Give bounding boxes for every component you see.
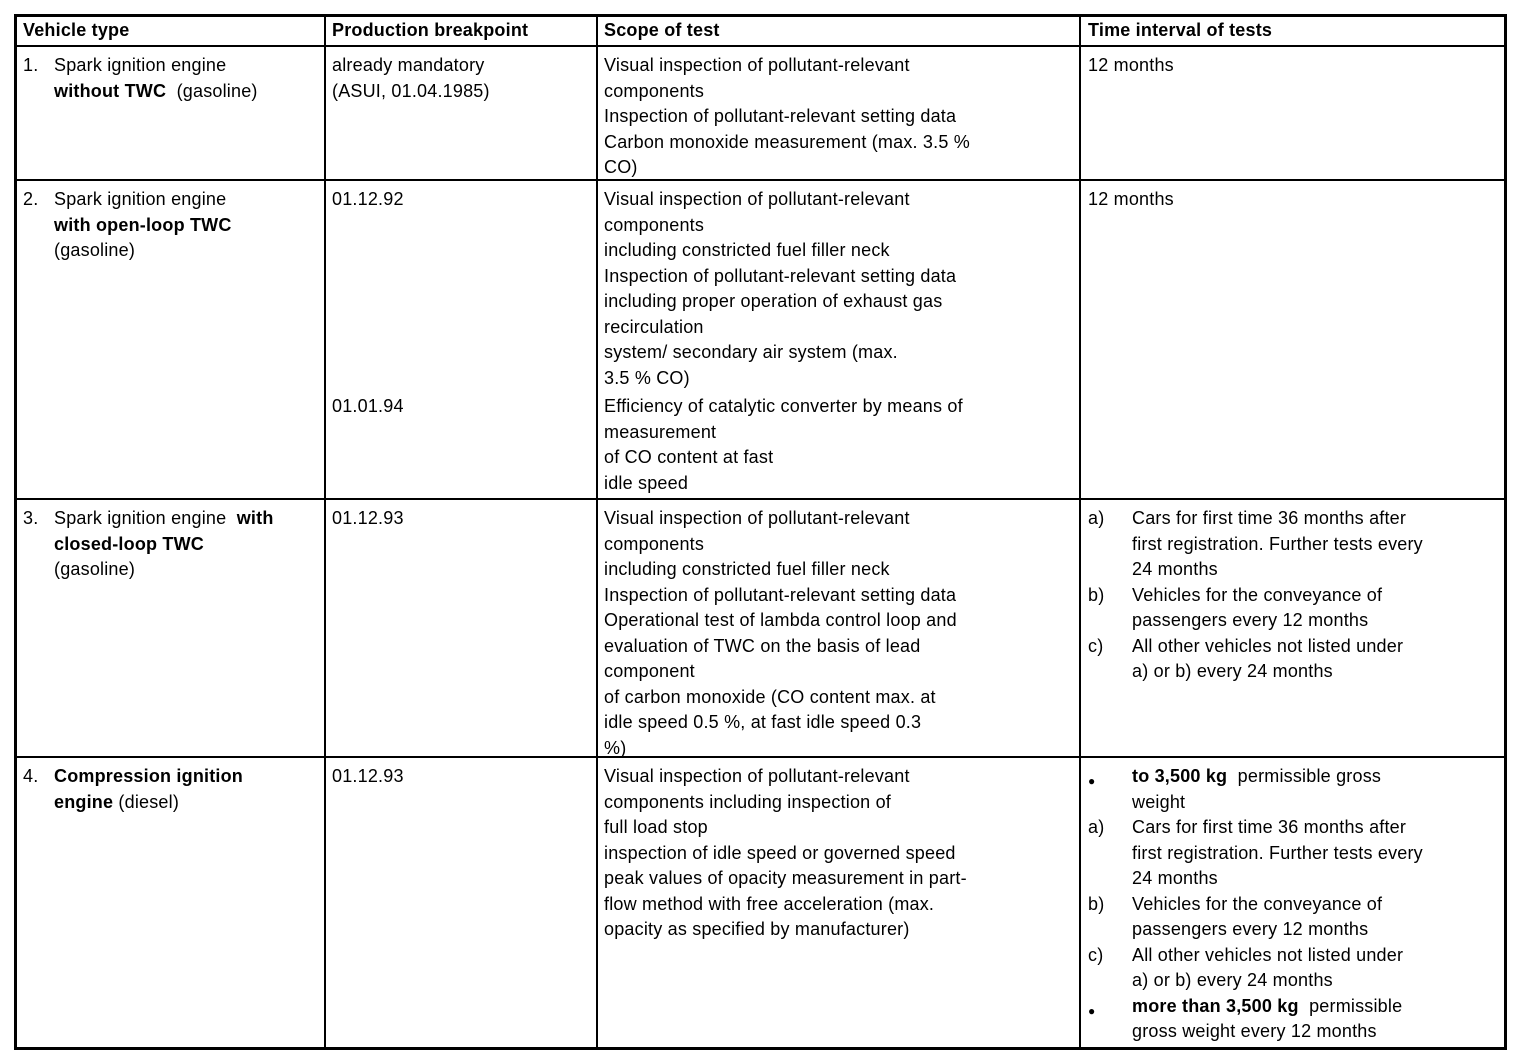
interval-item-text: Vehicles for the conveyance of passenger… — [1132, 584, 1383, 631]
vehicle-type-suffix: (diesel) — [113, 791, 180, 812]
time-interval-text: 12 months — [1088, 189, 1174, 209]
interval-list-item: a) Cars for first time 36 months after fi… — [1088, 506, 1498, 583]
list-marker: b) — [1088, 584, 1105, 605]
cell-production-breakpoint: already mandatory (ASUI, 01.04.1985) — [324, 47, 596, 179]
interval-list-item: c) All other vehicles not listed under a)… — [1088, 943, 1498, 994]
interval-list-item: b) Vehicles for the conveyance of passeng… — [1088, 892, 1498, 943]
table-row-1: 1. Spark ignition engine without TWC (ga… — [17, 45, 1504, 179]
cell-vehicle-type: 1. Spark ignition engine without TWC (ga… — [17, 47, 324, 179]
vehicle-type-text: Spark ignition engine with closed-loop T… — [54, 506, 318, 583]
interval-item-text: to 3,500 kg permissible gross weight — [1132, 766, 1382, 812]
interval-list-item: ● to 3,500 kg permissible gross weight — [1088, 764, 1498, 815]
cell-vehicle-type: 4. Compression ignition engine (diesel) — [17, 758, 324, 1047]
vehicle-type-normal: Spark ignition engine — [54, 55, 227, 75]
header-time-interval-of-tests: Time interval of tests — [1079, 17, 1504, 45]
table-header-row: Vehicle type Production breakpoint Scope… — [17, 17, 1504, 45]
cell-production-breakpoint: 01.12.92 01.01.94 — [324, 181, 596, 498]
cell-time-interval: 12 months — [1079, 47, 1504, 179]
row-number: 2. — [23, 189, 39, 209]
vehicle-type-bold: with open-loop TWC — [54, 214, 232, 235]
interval-item-text: All other vehicles not listed under a) o… — [1132, 635, 1404, 682]
cell-vehicle-type: 3. Spark ignition engine with closed-loo… — [17, 500, 324, 756]
row-number: 3. — [23, 508, 39, 528]
vehicle-type-suffix: (gasoline) — [54, 240, 136, 260]
vehicle-type-bold: Compression ignition engine — [54, 766, 244, 812]
scope-of-test-text: Visual inspection of pollutant-relevant … — [604, 189, 957, 388]
interval-item-bold: more than 3,500 kg — [1132, 995, 1299, 1016]
vehicle-type-normal: Spark ignition engine — [54, 189, 227, 209]
vehicle-type-suffix: (gasoline) — [54, 559, 136, 579]
row-number: 4. — [23, 766, 39, 786]
production-breakpoint-text-2: 01.01.94 — [332, 395, 404, 416]
interval-list-item: c) All other vehicles not listed under a)… — [1088, 634, 1498, 685]
vehicle-type-bold: without TWC — [54, 80, 167, 101]
vehicle-emission-test-table: Vehicle type Production breakpoint Scope… — [14, 14, 1507, 1050]
cell-scope-of-test: Visual inspection of pollutant-relevant … — [596, 500, 1079, 756]
table-row-4: 4. Compression ignition engine (diesel) … — [17, 756, 1504, 1047]
header-vehicle-type: Vehicle type — [23, 20, 130, 40]
bullet-icon: ● — [1088, 774, 1096, 788]
table-row-2: 2. Spark ignition engine with open-loop … — [17, 179, 1504, 498]
list-marker: c) — [1088, 635, 1104, 656]
interval-list-item: b) Vehicles for the conveyance of passeng… — [1088, 583, 1498, 634]
cell-scope-of-test: Visual inspection of pollutant-relevant … — [596, 758, 1079, 1047]
scope-of-test-text-2: Efficiency of catalytic converter by mea… — [604, 396, 963, 493]
production-breakpoint-text: 01.12.93 — [332, 508, 404, 528]
interval-item-text: Cars for first time 36 months after firs… — [1132, 508, 1423, 579]
vehicle-type-suffix: (gasoline) — [166, 80, 258, 101]
cell-scope-of-test: Visual inspection of pollutant-relevant … — [596, 47, 1079, 179]
interval-item-bold: to 3,500 kg — [1132, 766, 1228, 786]
interval-item-text: more than 3,500 kg permissible gross wei… — [1132, 995, 1403, 1042]
list-marker: a) — [1088, 817, 1105, 837]
cell-vehicle-type: 2. Spark ignition engine with open-loop … — [17, 181, 324, 498]
interval-list-item: a) Cars for first time 36 months after fi… — [1088, 815, 1498, 892]
list-marker: b) — [1088, 893, 1105, 914]
vehicle-type-text: Compression ignition engine (diesel) — [54, 764, 318, 815]
interval-item-text: All other vehicles not listed under a) o… — [1132, 944, 1404, 991]
list-marker: c) — [1088, 944, 1104, 965]
list-marker: a) — [1088, 508, 1105, 528]
interval-item-text: Cars for first time 36 months after firs… — [1132, 817, 1423, 888]
interval-list-item: ● more than 3,500 kg permissible gross we… — [1088, 994, 1498, 1045]
cell-production-breakpoint: 01.12.93 — [324, 500, 596, 756]
header-production-breakpoint: Production breakpoint — [324, 17, 596, 45]
production-breakpoint-text: already mandatory (ASUI, 01.04.1985) — [332, 55, 490, 101]
scope-of-test-text: Visual inspection of pollutant-relevant … — [604, 766, 967, 939]
vehicle-type-bold: with closed-loop TWC — [54, 508, 274, 554]
cell-scope-of-test: Visual inspection of pollutant-relevant … — [596, 181, 1079, 498]
production-breakpoint-text: 01.12.92 — [332, 189, 404, 209]
vehicle-type-text: Spark ignition engine with open-loop TWC… — [54, 187, 318, 264]
time-interval-text: 12 months — [1088, 55, 1174, 75]
cell-time-interval: a) Cars for first time 36 months after fi… — [1079, 500, 1504, 756]
vehicle-type-text: Spark ignition engine without TWC (gasol… — [54, 53, 318, 104]
cell-production-breakpoint: 01.12.93 — [324, 758, 596, 1047]
production-breakpoint-text: 01.12.93 — [332, 766, 404, 786]
bullet-icon: ● — [1088, 1003, 1096, 1018]
cell-time-interval: 12 months — [1079, 181, 1504, 498]
row-number: 1. — [23, 55, 39, 75]
cell-time-interval: ● to 3,500 kg permissible gross weight a) C… — [1079, 758, 1504, 1047]
header-scope-of-test: Scope of test — [596, 17, 1079, 45]
table-row-3: 3. Spark ignition engine with closed-loo… — [17, 498, 1504, 756]
scope-of-test-text: Visual inspection of pollutant-relevant … — [604, 508, 957, 756]
interval-item-text: Vehicles for the conveyance of passenger… — [1132, 893, 1383, 940]
scope-of-test-text: Visual inspection of pollutant-relevant … — [604, 55, 970, 177]
vehicle-type-normal: Spark ignition engine — [54, 508, 237, 528]
